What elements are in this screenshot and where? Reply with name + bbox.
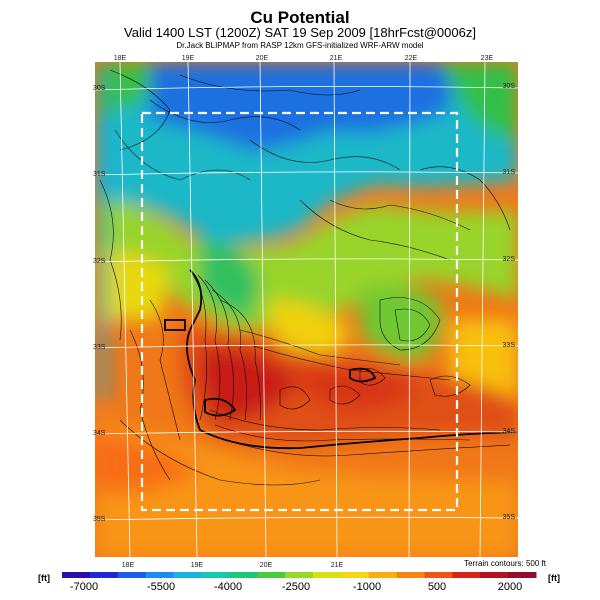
colorbar-swatch	[117, 572, 147, 578]
colorbar-tick-label: -4000	[214, 581, 242, 593]
cu-potential-field	[95, 62, 518, 557]
coastline	[164, 269, 518, 450]
colorbar-swatch	[340, 572, 370, 578]
latitude-label: 32S	[93, 258, 106, 265]
colorbar-swatch	[424, 572, 453, 578]
valid-time-subtitle: Valid 1400 LST (1200Z) SAT 19 Sep 2009 […	[124, 25, 476, 40]
latitude-label: 31S	[93, 171, 106, 178]
colorbar-swatch	[229, 572, 258, 578]
longitude-label: 20E	[256, 55, 269, 62]
colorbar-swatch	[257, 572, 286, 578]
latitude-label: 34S	[93, 430, 106, 437]
latitude-label: 33S	[93, 344, 106, 351]
colorbar-swatch	[480, 572, 509, 578]
colorbar-swatch	[312, 572, 342, 578]
longitude-label: 18E	[122, 562, 135, 569]
map-title: Cu Potential	[250, 8, 350, 27]
latitude-label: 32S	[503, 256, 516, 263]
longitude-label: 20E	[260, 562, 273, 569]
latitude-label: 35S	[93, 516, 106, 523]
colorbar-tick-label: 2000	[498, 581, 522, 593]
inner-domain-box	[140, 111, 459, 512]
longitude-label: 21E	[331, 562, 344, 569]
colorbar-tick-label: -2500	[282, 581, 310, 593]
latitude-label: 30S	[93, 85, 106, 92]
colorbar-unit-left: [ft]	[38, 573, 50, 583]
colorbar-swatch	[452, 572, 481, 578]
longitude-label: 18E	[114, 55, 127, 62]
model-credit: Dr.Jack BLIPMAP from RASP 12km GFS-initi…	[176, 41, 424, 50]
longitude-labels-bottom: 18E 19E 20E 21E	[122, 562, 344, 569]
latitude-labels-right: 30S 31S 32S 33S 34S 35S	[503, 83, 516, 521]
colorbar-swatch	[201, 572, 230, 578]
colorbar-tick-label: -7000	[70, 581, 98, 593]
latitude-label: 31S	[503, 169, 516, 176]
colorbar-tick-labels: -7000 -5500 -4000 -2500 -1000 500 2000	[70, 581, 522, 593]
colorbar-unit-right: [ft]	[548, 573, 560, 583]
latitude-label: 34S	[503, 428, 516, 435]
colorbar-tick-label: -1000	[353, 581, 381, 593]
colorbar-swatch	[285, 572, 314, 578]
colorbar-tick-label: -5500	[147, 581, 175, 593]
longitude-label: 21E	[330, 55, 343, 62]
longitude-label: 22E	[405, 55, 418, 62]
colorbar-swatch	[145, 572, 175, 578]
terrain-contour-note: Terrain contours: 500 ft	[464, 559, 546, 568]
colorbar-swatch	[62, 572, 91, 578]
longitude-label: 23E	[481, 55, 494, 62]
longitude-label: 19E	[191, 562, 204, 569]
colorbar-tick-label: 500	[428, 581, 446, 593]
colorbar	[62, 572, 537, 578]
colorbar-swatch	[173, 572, 202, 578]
colorbar-swatch	[508, 572, 537, 578]
colorbar-swatch	[396, 572, 425, 578]
colorbar-swatch	[368, 572, 398, 578]
latitude-labels-left: 30S 31S 32S 33S 34S 35S	[93, 85, 106, 523]
latitude-label: 35S	[503, 514, 516, 521]
longitude-labels-top: 18E 19E 20E 21E 22E 23E	[114, 55, 494, 62]
latitude-label: 30S	[503, 83, 516, 90]
latitude-label: 33S	[503, 342, 516, 349]
lat-lon-grid	[95, 62, 518, 557]
colorbar-swatch	[89, 572, 119, 578]
longitude-label: 19E	[182, 55, 195, 62]
